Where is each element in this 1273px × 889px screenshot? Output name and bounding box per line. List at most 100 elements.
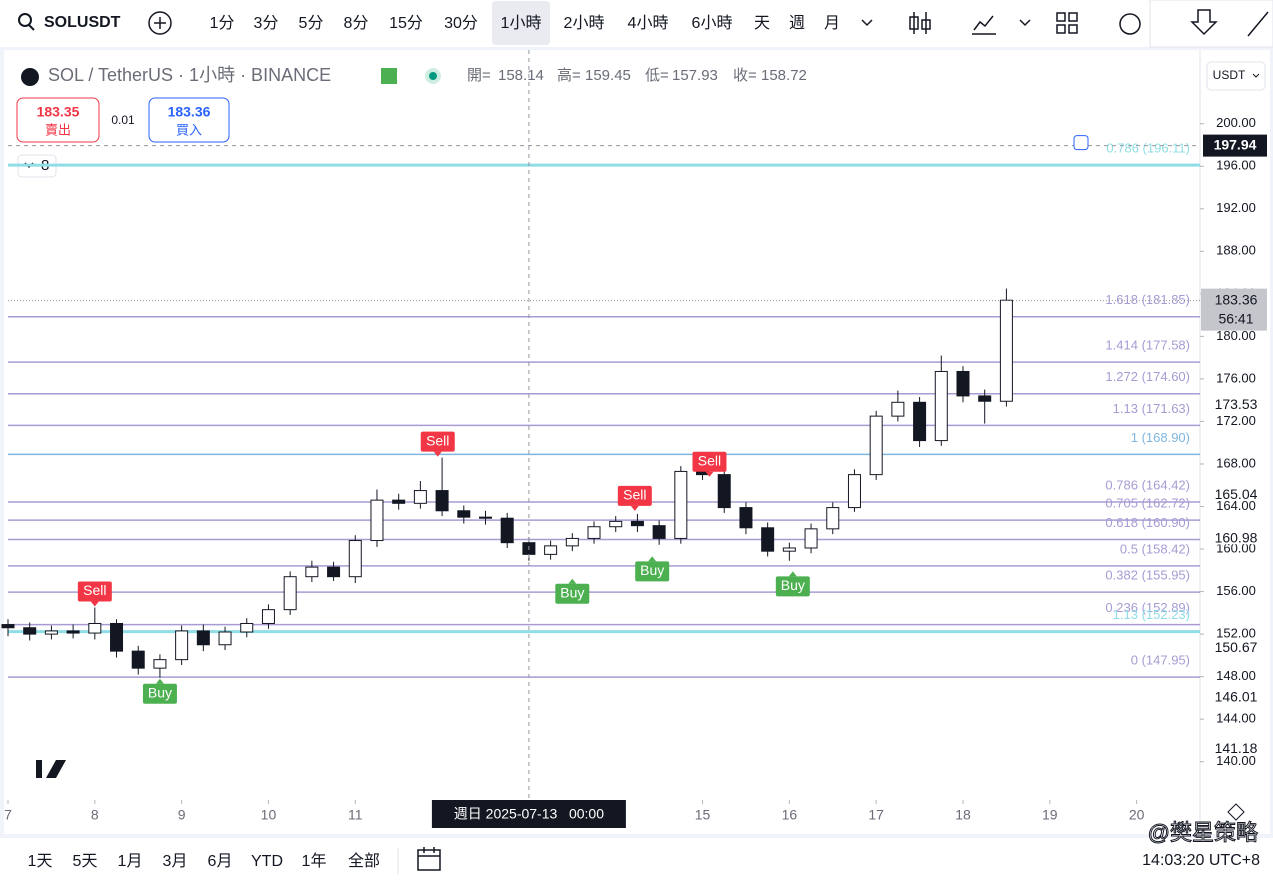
fib-label: 0 (147.95) xyxy=(1131,653,1190,668)
floating-toolbar xyxy=(1149,0,1273,48)
x-tick-label: 17 xyxy=(868,807,884,823)
settings-icon[interactable] xyxy=(1227,803,1245,821)
range-button[interactable]: 1年 xyxy=(302,852,327,870)
axis-marker: 160.98 xyxy=(1215,529,1258,545)
bottom-bar xyxy=(0,838,1273,889)
fib-label: 1.272 (174.60) xyxy=(1105,369,1190,384)
interval-button[interactable]: 1分 xyxy=(210,14,235,32)
candle-body xyxy=(674,470,688,539)
y-tick-label: 164.00 xyxy=(1216,498,1256,513)
chart-panel xyxy=(4,50,1270,834)
interval-button[interactable]: 3分 xyxy=(254,14,279,32)
candle-body xyxy=(23,627,37,635)
ohlc-label: 低= xyxy=(645,67,669,84)
draw-icon[interactable] xyxy=(1247,11,1269,37)
sell-button[interactable] xyxy=(16,97,100,143)
interval-button[interactable]: 15分 xyxy=(389,14,423,32)
currency-button[interactable] xyxy=(1206,61,1266,91)
crosshair-date-box xyxy=(431,800,626,828)
search-icon[interactable] xyxy=(18,13,32,27)
fib-label: 1.13 (152.23) xyxy=(1113,607,1190,622)
ohlc-value: 157.93 xyxy=(672,67,718,84)
signal-pointer xyxy=(90,601,99,607)
candle-body xyxy=(761,527,775,552)
interval-button[interactable]: 5分 xyxy=(299,14,324,32)
date-range-icon[interactable] xyxy=(417,847,441,871)
buy-button[interactable] xyxy=(148,97,230,143)
alert-icon[interactable] xyxy=(1119,13,1141,35)
range-button[interactable]: 全部 xyxy=(348,852,380,870)
candle-body xyxy=(1,624,15,629)
y-tick-label: 172.00 xyxy=(1216,413,1256,428)
sell-signal xyxy=(617,485,652,506)
x-tick-label: 18 xyxy=(955,807,971,823)
interval-button[interactable]: 週 xyxy=(789,14,805,32)
candle-body xyxy=(999,299,1013,402)
fib-label: 0.5 (158.42) xyxy=(1120,541,1190,556)
status-dot xyxy=(429,72,437,80)
countdown: 56:41 xyxy=(1218,310,1253,326)
crosshair-add[interactable] xyxy=(1073,135,1089,151)
layout-icon[interactable] xyxy=(1056,12,1078,34)
current-price-box xyxy=(1201,288,1267,331)
currency[interactable]: USDT xyxy=(1213,68,1246,82)
candle-body xyxy=(544,545,558,555)
x-tick-label: 7 xyxy=(4,807,12,823)
symbol-logo xyxy=(21,68,39,86)
symbol[interactable]: SOLUSDT xyxy=(44,14,121,31)
chart-type-icon[interactable] xyxy=(909,12,931,34)
interval-button[interactable]: 6小時 xyxy=(692,14,733,32)
candle-body xyxy=(891,401,905,417)
candle-body xyxy=(88,622,102,634)
candle-body xyxy=(392,499,406,504)
axis-marker: 150.67 xyxy=(1215,639,1258,655)
y-tick-label: 160.00 xyxy=(1216,540,1256,555)
dropdown[interactable] xyxy=(861,19,873,27)
add-symbol[interactable] xyxy=(148,11,172,35)
candle-body xyxy=(370,499,384,542)
interval-button[interactable]: 天 xyxy=(754,15,770,32)
download-icon[interactable] xyxy=(1190,9,1218,36)
ohlc-value: 158.14 xyxy=(498,67,544,84)
y-tick-label: 176.00 xyxy=(1216,370,1256,385)
interval-button[interactable]: 4小時 xyxy=(628,14,669,32)
tv-logo xyxy=(24,760,66,778)
candle-body xyxy=(913,401,927,442)
sell-price[interactable]: 183.35 xyxy=(37,104,80,120)
ohlc-label: 收= xyxy=(733,67,757,84)
x-tick-label: 10 xyxy=(261,807,277,823)
crosshair-price: 197.94 xyxy=(1214,136,1257,152)
sell-label[interactable]: 賣出 xyxy=(45,122,71,137)
signal-label: Buy xyxy=(148,684,172,700)
interval-button[interactable]: 30分 xyxy=(444,14,478,32)
candle-body xyxy=(283,576,297,611)
interval-button[interactable]: 1小時 xyxy=(501,14,542,32)
interval-button[interactable]: 2小時 xyxy=(564,14,605,32)
indicator-icon[interactable] xyxy=(972,15,996,35)
range-button[interactable]: 1月 xyxy=(118,853,143,870)
x-tick-label: 15 xyxy=(695,807,711,823)
signal-label: Sell xyxy=(83,582,106,598)
candle-body xyxy=(739,507,753,529)
candle-body xyxy=(44,630,58,635)
range-button[interactable]: 1天 xyxy=(28,853,53,870)
candle-body xyxy=(587,526,601,539)
interval-button[interactable]: 月 xyxy=(824,15,840,32)
ohlc-value: 159.45 xyxy=(585,67,631,84)
buy-label[interactable]: 買入 xyxy=(176,122,202,137)
axis-marker: 141.18 xyxy=(1215,740,1258,756)
buy-price[interactable]: 183.36 xyxy=(168,104,211,120)
clock: 14:03:20 UTC+8 xyxy=(1142,852,1260,869)
candle-body xyxy=(978,395,992,402)
range-button[interactable]: 3月 xyxy=(163,853,188,870)
range-button[interactable]: 5天 xyxy=(73,853,98,870)
interval-group: 1分 3分 5分 8分 15分 30分 1小時 2小時 4小時 6小時 天 週 月 xyxy=(210,1,873,45)
dropdown[interactable] xyxy=(1019,19,1031,27)
range-button[interactable]: 6月 xyxy=(208,853,233,870)
interval-button[interactable]: 8分 xyxy=(344,14,369,32)
watermark: @樊星策略 xyxy=(1148,820,1258,845)
signal-pointer xyxy=(648,556,657,562)
range-button[interactable]: YTD xyxy=(251,853,283,870)
plot-area: 140.00 144.00 148.00 152.00 156.00 160.00 164.… xyxy=(1,50,1267,834)
